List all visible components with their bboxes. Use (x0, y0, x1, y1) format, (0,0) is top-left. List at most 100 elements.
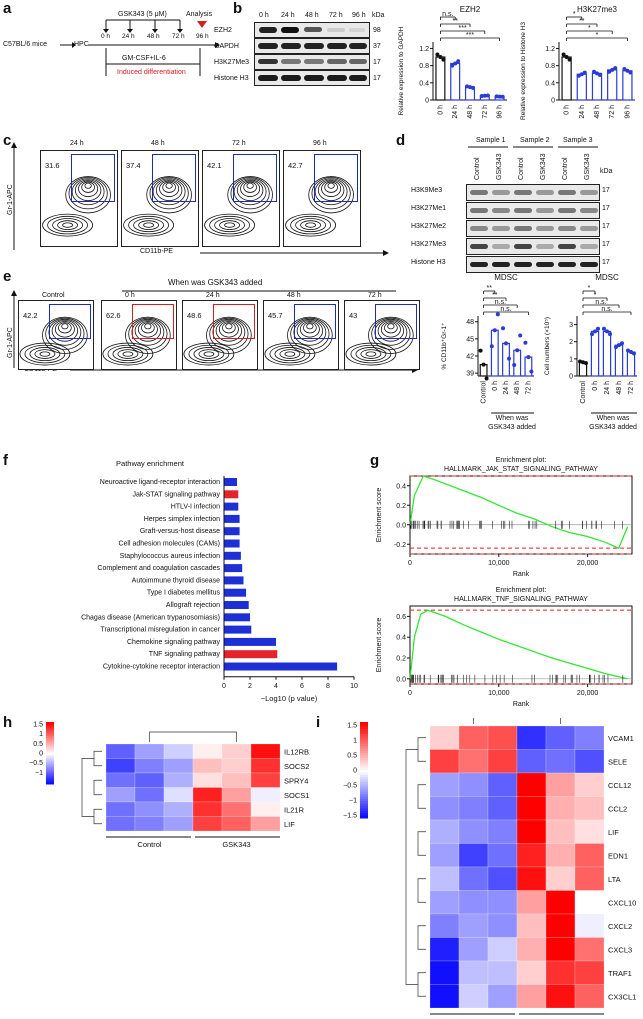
bar (450, 62, 461, 101)
contour (222, 322, 236, 334)
y-axis-label: Enrichment score (376, 488, 383, 543)
time-72h: 72 h (172, 33, 185, 40)
legend-swatch (360, 741, 368, 745)
group-label: GSK343 (222, 840, 250, 848)
e-plot-label: 48 h (287, 292, 301, 299)
heatmap-cell (545, 796, 576, 821)
chart-title: Enrichment plot: (496, 587, 547, 594)
row-label: SOCS2 (284, 762, 309, 771)
legend-swatch (360, 774, 368, 778)
legend-swatch (46, 766, 54, 769)
time-24h: 24 h (122, 33, 135, 40)
y-axis-label: Cell numbers (×10⁵) (544, 317, 551, 375)
heatmap-cell (516, 866, 547, 891)
bar (576, 73, 587, 101)
legend-label: −0.5 (343, 783, 357, 790)
blot-b-time-2: 48 h (305, 12, 319, 19)
data-point (620, 341, 624, 346)
blot-band (536, 244, 554, 249)
contour (324, 181, 338, 193)
data-point (478, 348, 483, 353)
category-label: Type I diabetes mellitus (147, 590, 221, 597)
data-point (494, 94, 499, 99)
heatmap-cell (545, 772, 576, 797)
contour (58, 322, 72, 334)
blot-band (492, 190, 510, 195)
blot-b-row-h3: Histone H3 (214, 75, 249, 82)
heatmap-cell (545, 937, 576, 962)
blot-band (514, 208, 532, 213)
heatmap-cell (105, 743, 136, 759)
c-time-label: 72 h (232, 140, 246, 147)
heatmap-cell (429, 866, 460, 891)
d-row-kda: 17 (602, 259, 610, 266)
contour (371, 317, 411, 350)
contour (188, 344, 230, 364)
legend-swatch (46, 770, 54, 773)
bar (602, 330, 612, 377)
contour (141, 322, 155, 334)
y-axis-label: Relative expression to GAPDH (398, 26, 405, 115)
heatmap-cell (221, 758, 252, 774)
y-tick-label: 1.2 (545, 46, 555, 53)
legend-swatch (360, 760, 368, 764)
bar (435, 56, 446, 101)
heatmap-cell (516, 913, 547, 938)
data-point (576, 73, 581, 78)
heatmap-cell (163, 787, 194, 803)
panel-label-c: c (3, 132, 12, 149)
contour (305, 222, 317, 228)
gate-percent: 31.6 (45, 161, 60, 170)
dendrogram-branch (417, 737, 426, 762)
d-condition-label: GSK343 (540, 153, 547, 180)
flow-plot: 48.6 (182, 300, 258, 370)
e-plot-label: 0 h (125, 292, 135, 299)
row-label: CCL12 (608, 781, 631, 790)
legend-swatch (46, 734, 54, 737)
d-row-label: H3K27Me3 (411, 241, 447, 248)
gsea-tnf-plot: Enrichment plot: HALLMARK_TNF_SIGNALING_P… (376, 587, 633, 708)
row-label: EDN1 (608, 851, 628, 860)
contour (39, 351, 51, 357)
row-label: CXCL10 (608, 898, 636, 907)
heatmap-cell (134, 758, 165, 774)
row-label: IL12RB1 (284, 747, 310, 756)
contour-lines (123, 176, 192, 237)
legend-swatch (360, 746, 368, 749)
legend-label: −1 (349, 798, 357, 805)
x-tick-label: 20,000 (577, 690, 599, 697)
blot-band (492, 208, 510, 213)
induced-label: Induced differentiation (117, 69, 186, 76)
heatmap-cell (458, 960, 489, 985)
sig-label: * (596, 32, 599, 39)
heatmap-cell (429, 960, 460, 985)
heatmap-cell (221, 772, 252, 788)
legend-swatch (46, 774, 54, 777)
data-point (489, 344, 494, 349)
gate-box (314, 154, 359, 202)
legend-swatch (360, 755, 368, 759)
y-tick-label: 42 (466, 354, 474, 361)
category-label: Neuroactive ligand-receptor interaction (100, 479, 220, 486)
heatmap-cell (487, 749, 518, 774)
c-xlabel: CD11b-PE (140, 248, 173, 255)
legend-swatch (360, 801, 368, 805)
data-point (598, 72, 602, 77)
data-point (507, 356, 511, 361)
y-tick-label: 0.2 (396, 656, 406, 663)
heatmap-cell (458, 796, 489, 821)
data-point (492, 328, 497, 333)
contour (345, 342, 397, 366)
h3k27me3-quant-chart: H3K27me3 0 0.4 0.8 1.2 Relative expression to… (520, 5, 635, 120)
x-tick-label: 48 h (594, 105, 601, 119)
x-tick-label: 4 (274, 683, 278, 690)
gate-percent: 62.6 (106, 311, 121, 320)
data-point (579, 72, 584, 77)
blot-band (514, 244, 532, 249)
legend-swatch (360, 786, 368, 790)
data-point (484, 376, 489, 381)
blot-strip (466, 202, 600, 219)
contour (52, 218, 84, 233)
dendrogram-branch (473, 718, 561, 724)
heatmap-cell (192, 787, 223, 803)
